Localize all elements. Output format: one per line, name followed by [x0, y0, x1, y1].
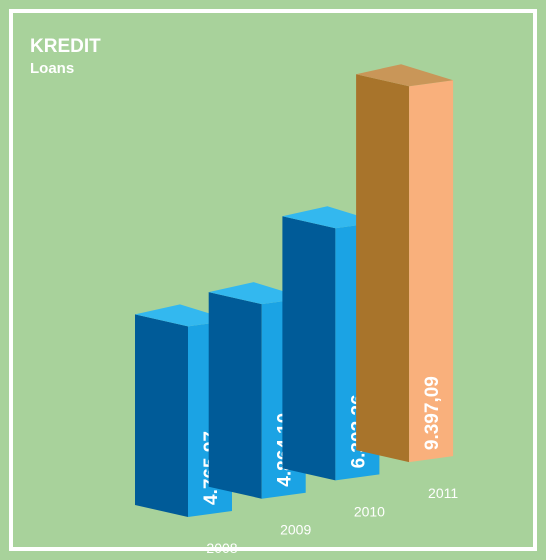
bar-side: [135, 314, 188, 517]
bar-top: [135, 304, 232, 327]
bar-side: [282, 216, 336, 481]
value-label: 9.397,09: [422, 376, 443, 450]
x-tick-label: 2008: [206, 540, 237, 556]
x-tick-label: 2010: [354, 503, 385, 519]
bar-side: [356, 74, 410, 463]
x-tick-label: 2011: [428, 485, 458, 501]
bar-side: [208, 292, 262, 499]
chart-title: KREDIT: [30, 36, 101, 57]
bar-top: [208, 282, 306, 305]
bar-top: [282, 206, 380, 229]
bar-top: [356, 64, 454, 87]
x-tick-label: 2009: [280, 522, 311, 538]
bar: [356, 64, 454, 463]
bar-front: [409, 80, 454, 463]
frame: [9, 9, 537, 551]
chart-subtitle: Loans: [30, 60, 74, 77]
